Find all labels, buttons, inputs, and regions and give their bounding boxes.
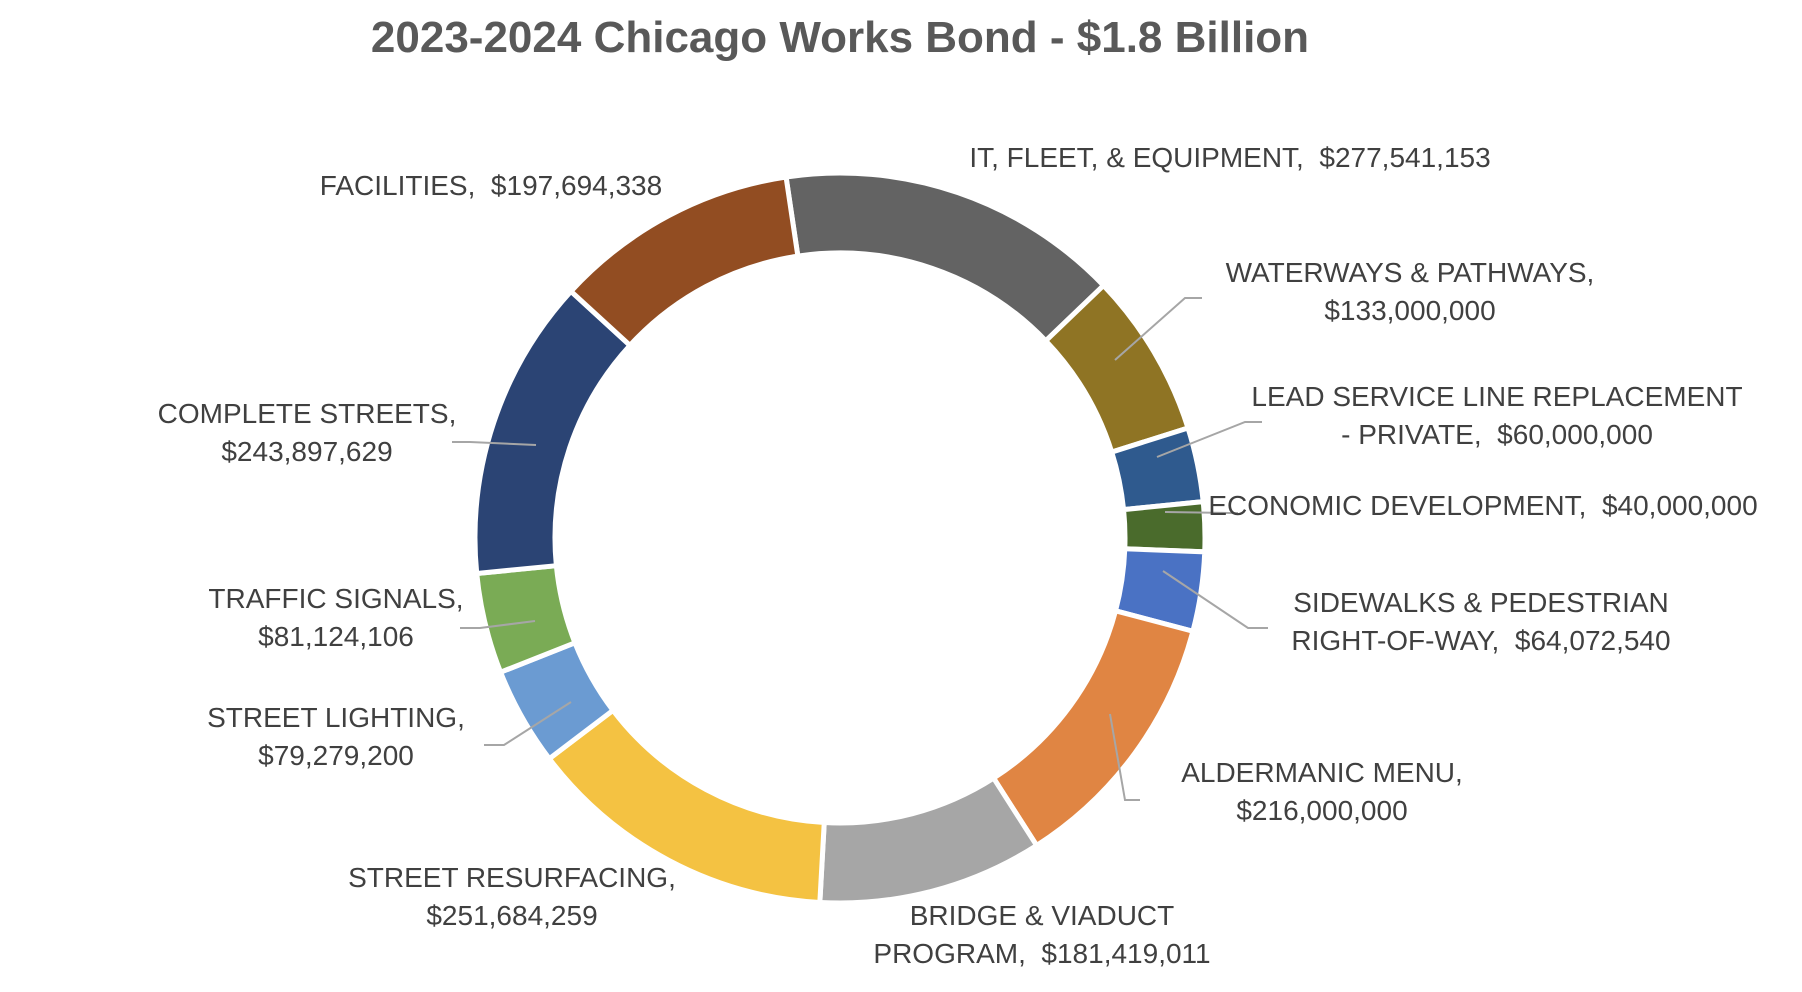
leader-line-waterways-pathways — [1114, 297, 1202, 361]
chart-title: 2023-2024 Chicago Works Bond - $1.8 Bill… — [371, 13, 1309, 62]
label-lead-service-line-replacement-private: LEAD SERVICE LINE REPLACEMENT - PRIVATE, … — [1251, 381, 1742, 450]
label-bridge-viaduct-program: BRIDGE & VIADUCT PROGRAM, $181,419,011 — [873, 900, 1210, 969]
label-sidewalks-pedestrian-right-of-way: SIDEWALKS & PEDESTRIAN RIGHT-OF-WAY, $64,… — [1291, 587, 1670, 656]
label-aldermanic-menu: ALDERMANIC MENU, $216,000,000 — [1181, 757, 1463, 826]
slice-it-fleet-equipment — [783, 170, 1108, 345]
label-line: TRAFFIC SIGNALS, — [208, 583, 463, 614]
label-line: COMPLETE STREETS, — [158, 398, 457, 429]
slice-labels: IT, FLEET, & EQUIPMENT, $277,541,153 WATE… — [158, 142, 1758, 969]
label-traffic-signals: TRAFFIC SIGNALS, $81,124,106 — [208, 583, 463, 652]
label-line: $81,124,106 — [258, 621, 414, 652]
leader-line-street-lighting — [484, 701, 572, 746]
label-line: $251,684,259 — [426, 900, 597, 931]
leader-line-aldermanic-menu — [1109, 713, 1140, 801]
label-complete-streets: COMPLETE STREETS, $243,897,629 — [158, 398, 457, 467]
label-facilities: FACILITIES, $197,694,338 — [320, 170, 662, 201]
label-it-fleet-equipment: IT, FLEET, & EQUIPMENT, $277,541,153 — [969, 142, 1490, 173]
label-line: PROGRAM, $181,419,011 — [873, 938, 1210, 969]
label-line: LEAD SERVICE LINE REPLACEMENT — [1251, 381, 1742, 412]
label-line: ECONOMIC DEVELOPMENT, $40,000,000 — [1208, 490, 1757, 521]
leader-lines — [452, 297, 1268, 801]
label-waterways-pathways: WATERWAYS & PATHWAYS, $133,000,000 — [1226, 257, 1595, 326]
label-line: $79,279,200 — [258, 740, 414, 771]
label-line: SIDEWALKS & PEDESTRIAN — [1293, 587, 1669, 618]
label-line: STREET LIGHTING, — [207, 702, 465, 733]
label-line: ALDERMANIC MENU, — [1181, 757, 1463, 788]
label-economic-development: ECONOMIC DEVELOPMENT, $40,000,000 — [1208, 490, 1757, 521]
slice-aldermanic-menu — [990, 607, 1196, 849]
label-line: STREET RESURFACING, — [348, 862, 676, 893]
label-line: - PRIVATE, $60,000,000 — [1341, 419, 1653, 450]
label-line: $243,897,629 — [221, 436, 392, 467]
label-street-resurfacing: STREET RESURFACING, $251,684,259 — [348, 862, 676, 931]
slice-economic-development — [1120, 498, 1208, 555]
leader-line-complete-streets — [452, 441, 537, 446]
label-street-lighting: STREET LIGHTING, $79,279,200 — [207, 702, 465, 771]
label-line: BRIDGE & VIADUCT — [910, 900, 1174, 931]
leader-line-economic-development — [1164, 511, 1238, 514]
slice-bridge-viaduct-program — [817, 774, 1041, 906]
label-line: $216,000,000 — [1236, 795, 1407, 826]
label-line: IT, FLEET, & EQUIPMENT, $277,541,153 — [969, 142, 1490, 173]
label-line: RIGHT-OF-WAY, $64,072,540 — [1291, 625, 1670, 656]
donut-slices — [472, 170, 1208, 906]
leader-line-lead-service-line-replacement-private — [1156, 421, 1262, 458]
slice-facilities — [567, 174, 801, 349]
leader-line-sidewalks-pedestrian-right-of-way — [1162, 570, 1268, 629]
label-line: FACILITIES, $197,694,338 — [320, 170, 662, 201]
label-line: WATERWAYS & PATHWAYS, — [1226, 257, 1595, 288]
slice-complete-streets — [472, 287, 634, 577]
label-line: $133,000,000 — [1324, 295, 1495, 326]
leader-line-traffic-signals — [460, 620, 536, 629]
